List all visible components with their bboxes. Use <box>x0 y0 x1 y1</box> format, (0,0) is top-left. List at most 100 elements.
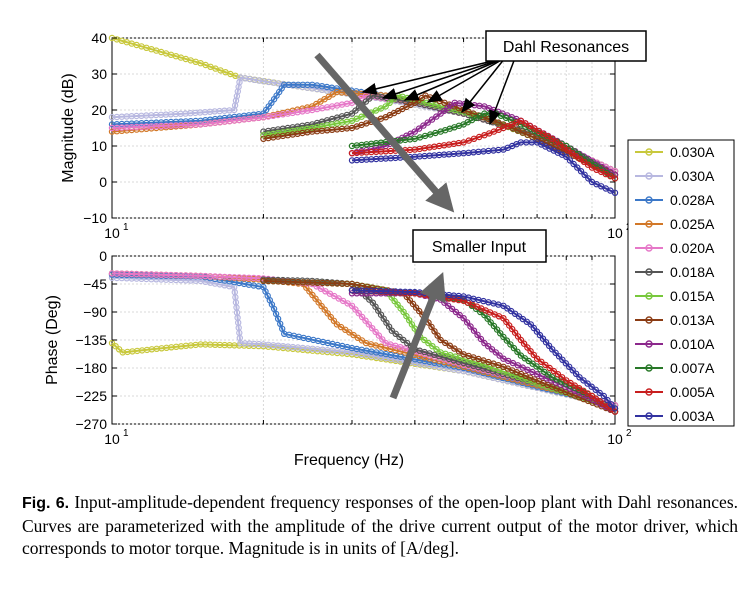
data-point <box>324 310 331 317</box>
data-point <box>510 344 518 352</box>
phase-ylabel: Phase (Deg) <box>44 295 61 385</box>
data-point <box>358 313 366 321</box>
legend-swatch-marker <box>645 340 653 348</box>
data-point <box>496 352 503 359</box>
data-point <box>474 331 481 338</box>
legend-label: 0.030A <box>670 144 715 160</box>
legend-label: 0.015A <box>670 288 715 304</box>
legend-swatch-marker <box>645 292 653 300</box>
data-point <box>396 333 403 341</box>
legend-swatch-marker <box>645 244 653 252</box>
ytick-label: −90 <box>83 304 107 320</box>
data-point <box>580 158 588 165</box>
data-point <box>546 364 553 372</box>
data-point <box>318 302 325 310</box>
data-point <box>429 343 436 350</box>
data-point <box>527 348 534 355</box>
data-point <box>604 396 611 404</box>
dahl-arrow <box>381 57 506 100</box>
data-point <box>485 343 492 350</box>
data-point <box>445 302 452 309</box>
data-point <box>481 110 488 117</box>
legend-swatch-marker <box>645 412 653 420</box>
legend-swatch-marker <box>645 196 653 204</box>
data-point <box>503 337 511 344</box>
data-point <box>542 361 549 369</box>
caption-text: Input-amplitude-dependent frequency resp… <box>22 492 739 558</box>
dahl-arrow <box>489 57 516 126</box>
data-point <box>492 349 499 356</box>
data-point <box>520 340 528 347</box>
xtick-label: 10 <box>104 431 120 447</box>
ytick-label: 30 <box>91 66 107 82</box>
data-point <box>531 125 538 132</box>
data-point <box>366 296 373 303</box>
data-point <box>408 321 416 328</box>
data-point <box>574 164 581 171</box>
data-point <box>542 339 550 346</box>
data-point <box>477 335 485 343</box>
data-point <box>566 363 573 370</box>
legend-label: 0.010A <box>670 336 715 352</box>
data-point <box>433 113 440 120</box>
data-point <box>517 117 525 125</box>
data-point <box>388 327 395 334</box>
data-point <box>442 339 449 347</box>
data-point <box>552 138 560 145</box>
dahl-arrow <box>461 57 506 114</box>
legend-swatch-marker <box>645 268 653 276</box>
data-point <box>406 297 414 304</box>
data-point <box>355 310 362 317</box>
data-point <box>451 345 458 352</box>
data-point <box>596 389 603 397</box>
data-point <box>431 328 438 335</box>
legend-label: 0.018A <box>670 264 715 280</box>
data-point <box>416 307 423 315</box>
data-point <box>526 122 534 130</box>
data-point <box>386 99 393 107</box>
xtick-label: 10 <box>607 431 623 447</box>
data-point <box>544 132 551 140</box>
data-point <box>611 175 619 182</box>
data-point <box>403 312 410 320</box>
data-point <box>112 343 119 350</box>
data-point <box>552 349 559 356</box>
data-point <box>452 308 460 316</box>
data-point <box>507 341 514 348</box>
data-point <box>372 328 379 336</box>
data-point <box>409 300 417 308</box>
data-point <box>562 360 570 367</box>
series-line <box>351 141 616 194</box>
data-point <box>570 160 577 168</box>
data-point <box>550 367 558 375</box>
data-point <box>592 386 599 393</box>
data-point <box>600 392 608 400</box>
data-point <box>420 122 427 129</box>
data-point <box>497 330 504 337</box>
ytick-label: 10 <box>91 138 107 154</box>
ytick-label: −10 <box>83 210 107 226</box>
ytick-label: −45 <box>83 276 107 292</box>
legend-label: 0.020A <box>670 240 715 256</box>
legend-label: 0.013A <box>670 312 715 328</box>
data-point <box>404 339 411 347</box>
ytick-label: 0 <box>99 248 107 264</box>
data-point <box>554 371 562 378</box>
data-point <box>581 171 588 178</box>
data-point <box>412 304 420 311</box>
legend-items: 0.030A 0.030A 0.028A 0.025A 0.020A 0.018A 0.01… <box>635 144 715 424</box>
data-point <box>611 408 619 415</box>
data-point <box>577 167 585 175</box>
data-point <box>530 351 538 359</box>
dahl-label-box: Dahl Resonances <box>485 30 647 62</box>
data-point <box>425 339 432 347</box>
data-point <box>415 125 423 132</box>
series-line <box>351 119 616 180</box>
data-point <box>352 306 359 313</box>
legend-label: 0.030A <box>670 168 715 184</box>
big-arrow-down <box>314 52 455 213</box>
data-point <box>563 153 570 160</box>
ytick-label: −225 <box>75 388 107 404</box>
data-point <box>460 315 467 322</box>
